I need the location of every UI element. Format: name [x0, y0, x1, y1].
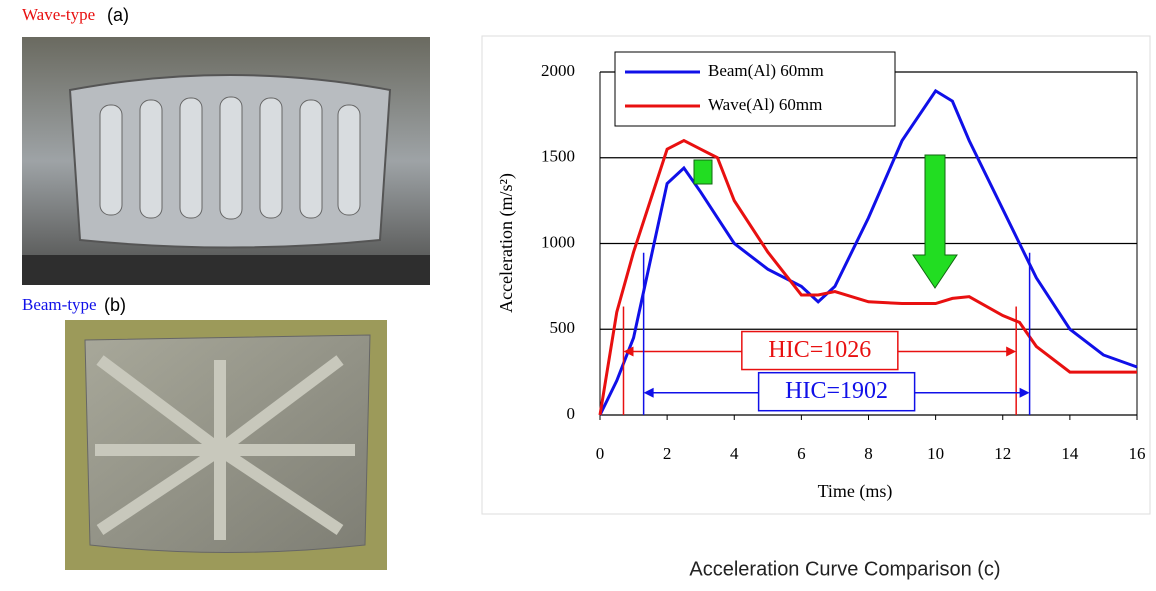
y-tick-label: 2000: [541, 61, 575, 80]
panel-name: Wave-type: [22, 5, 95, 24]
panel-name: Beam-type: [22, 295, 97, 314]
legend-label: Beam(Al) 60mm: [708, 61, 824, 80]
y-tick-label: 1500: [541, 147, 575, 166]
hic-box: [741, 330, 899, 371]
photo-wave-hood: [22, 37, 430, 285]
y-tick-label: 1000: [541, 232, 575, 251]
series-line: [598, 138, 1137, 416]
x-axis-label: Time (ms): [818, 481, 893, 502]
y-tick-label: 0: [567, 404, 576, 423]
chart-caption: Acceleration Curve Comparison (c): [689, 558, 1000, 580]
y-tick-label: 500: [550, 318, 576, 337]
photo-beam-hood: [65, 320, 387, 570]
decrease-arrow: [912, 154, 958, 289]
y-axis-label: Acceleration (m/s²): [496, 173, 517, 313]
x-tick-label: 6: [797, 444, 806, 463]
x-tick-label: 8: [864, 444, 873, 463]
x-tick-label: 2: [663, 444, 672, 463]
hic-label: HIC=1026: [768, 337, 871, 363]
panel-label: (b): [104, 295, 126, 315]
x-tick-label: 0: [596, 444, 605, 463]
x-tick-label: 10: [927, 444, 944, 463]
x-tick-label: 16: [1129, 444, 1146, 463]
chart-frame: [481, 35, 1151, 515]
hic-box: [757, 371, 916, 412]
legend-box: [614, 51, 896, 127]
legend-label: Wave(Al) 60mm: [708, 95, 822, 114]
panel-label: (a): [107, 5, 129, 25]
decrease-marker: [693, 159, 713, 185]
x-tick-label: 4: [730, 444, 739, 463]
plot: 0 500 1000 1500 2000 0 2 4 6 8 10 12 14 16 HIC=1026 HIC…: [541, 51, 1146, 463]
hic-label: HIC=1902: [785, 378, 888, 404]
x-tick-label: 14: [1061, 444, 1079, 463]
x-tick-label: 12: [994, 444, 1011, 463]
